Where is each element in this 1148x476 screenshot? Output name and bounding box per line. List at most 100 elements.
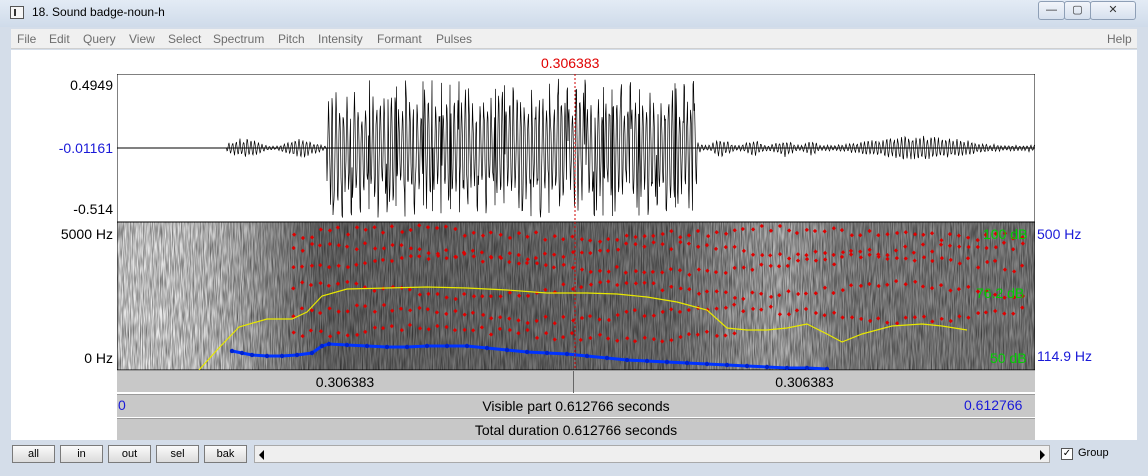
formant-dot	[669, 337, 674, 343]
formant-dot	[462, 233, 467, 238]
formant-dot	[669, 284, 674, 289]
formant-dot	[345, 279, 350, 284]
formant-dot	[516, 261, 522, 266]
visible-part-bar[interactable]: Visible part 0.612766 seconds	[117, 394, 1035, 417]
formant-dot	[597, 239, 603, 244]
formant-dot	[786, 289, 791, 294]
formant-dot	[354, 225, 360, 230]
menu-pulses[interactable]: Pulses	[436, 32, 473, 46]
scroll-left-icon[interactable]	[259, 450, 264, 460]
menu-edit[interactable]: Edit	[49, 32, 70, 46]
formant-dot	[615, 247, 621, 252]
maximize-button[interactable]: ▢	[1064, 1, 1091, 20]
formant-dot	[335, 281, 341, 286]
formant-dot	[345, 333, 350, 338]
formant-dot	[660, 309, 665, 315]
close-button[interactable]: ✕	[1090, 1, 1136, 20]
zoom-selection-button[interactable]: sel	[156, 445, 199, 463]
formant-dot	[686, 241, 692, 246]
formant-dot	[794, 230, 800, 236]
formant-dot	[291, 265, 296, 270]
group-checkbox[interactable]: ✓	[1061, 448, 1073, 460]
formant-dot	[714, 333, 720, 338]
zoom-out-button[interactable]: out	[108, 445, 151, 463]
zoom-in-button[interactable]: in	[60, 445, 103, 463]
menu-query[interactable]: Query	[83, 32, 116, 46]
formant-dot	[839, 254, 845, 260]
formant-dot	[389, 323, 394, 329]
formant-dot	[813, 291, 818, 296]
formant-dot	[425, 307, 430, 312]
horizontal-scrollbar[interactable]	[254, 445, 1050, 463]
formant-dot	[309, 241, 315, 247]
formant-dot	[588, 250, 593, 256]
formant-dot	[597, 317, 602, 322]
waveform-max-label: 0.4949	[70, 77, 113, 93]
formant-dot	[525, 320, 530, 326]
formant-dot	[470, 310, 476, 315]
waveform-min-label: -0.514	[73, 201, 113, 217]
signal-svg[interactable]	[117, 74, 1035, 370]
menu-pitch[interactable]: Pitch	[278, 32, 305, 46]
formant-dot	[407, 322, 413, 328]
formant-dot	[462, 312, 467, 317]
formant-dot	[381, 246, 387, 251]
minimize-button[interactable]: —	[1038, 1, 1065, 20]
formant-dot	[292, 232, 297, 237]
formant-dot	[858, 249, 863, 254]
formant-dot	[381, 302, 387, 308]
total-duration-bar[interactable]: Total duration 0.612766 seconds	[117, 418, 1035, 440]
formant-dot	[849, 233, 854, 238]
signal-panel[interactable]	[117, 74, 1035, 370]
formant-dot	[704, 242, 710, 248]
menu-help[interactable]: Help	[1107, 32, 1132, 46]
formant-dot	[723, 305, 729, 310]
title-bar: 18. Sound badge-noun-h — ▢ ✕	[0, 0, 1148, 27]
formant-dot	[957, 261, 962, 266]
menu-select[interactable]: Select	[168, 32, 202, 46]
pitch-top-label: 500 Hz	[1037, 226, 1082, 242]
menu-view[interactable]: View	[129, 32, 155, 46]
formant-dot	[489, 316, 494, 321]
formant-dot	[796, 291, 801, 297]
formant-dot	[1001, 240, 1007, 245]
formant-dot	[479, 250, 484, 255]
menu-file[interactable]: File	[17, 32, 37, 46]
formant-dot	[426, 291, 431, 296]
formant-dot	[480, 233, 486, 238]
all-button[interactable]: all	[12, 445, 55, 463]
pitch-point	[544, 350, 550, 356]
pitch-point	[484, 345, 490, 351]
visible-end-time: 0.612766	[964, 397, 1023, 413]
formant-dot	[380, 230, 386, 235]
formant-dot	[525, 257, 530, 262]
waveform-zero-label: -0.01161	[58, 140, 113, 156]
selection-left-time[interactable]: 0.306383	[117, 371, 574, 393]
formant-dot	[813, 249, 818, 254]
formant-dot	[948, 318, 953, 324]
formant-dot	[317, 243, 323, 248]
formant-dot	[894, 256, 899, 261]
formant-dot	[624, 280, 629, 286]
menu-spectrum[interactable]: Spectrum	[213, 32, 265, 46]
formant-dot	[804, 227, 809, 233]
pitch-point	[564, 351, 570, 357]
scroll-right-icon[interactable]	[1040, 450, 1045, 460]
menu-formant[interactable]: Formant	[377, 32, 422, 46]
selection-right-time[interactable]: 0.306383	[775, 374, 834, 390]
formant-dot	[768, 304, 773, 309]
formant-dot	[867, 252, 872, 257]
formant-dot	[795, 258, 801, 263]
formant-dot	[534, 335, 540, 340]
formant-dot	[498, 232, 503, 237]
formant-dot	[912, 315, 918, 320]
pitch-point	[504, 347, 510, 353]
formant-dot	[571, 318, 576, 323]
formant-dot	[588, 282, 594, 287]
formant-dot	[975, 237, 980, 243]
formant-dot	[507, 327, 513, 333]
menu-intensity[interactable]: Intensity	[318, 32, 363, 46]
formant-dot	[794, 308, 800, 313]
zoom-back-button[interactable]: bak	[204, 445, 247, 463]
formant-dot	[453, 296, 458, 302]
